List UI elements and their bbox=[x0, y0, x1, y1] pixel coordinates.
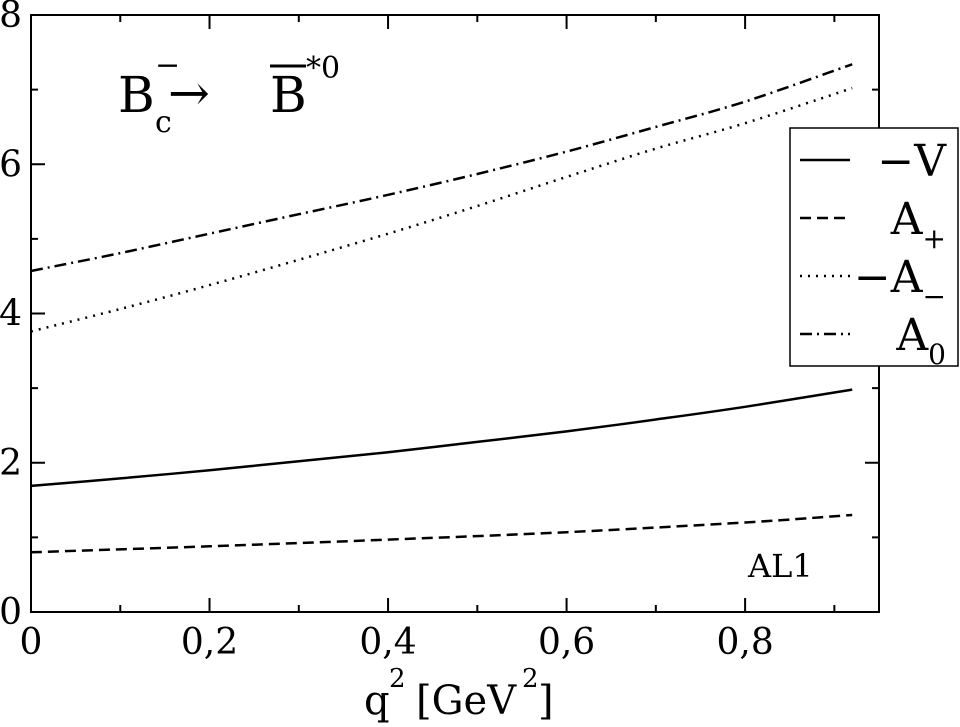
x-axis-label: q 2 [GeV 2 ] bbox=[364, 664, 554, 724]
legend: −VA+−A−A0 bbox=[789, 127, 959, 371]
annotation-B: B bbox=[118, 66, 155, 124]
annotation-sup-minus: − bbox=[155, 48, 180, 83]
model-label: AL1 bbox=[747, 547, 813, 585]
x-tick-label: 0,6 bbox=[538, 622, 595, 663]
x-tick-label: 0,2 bbox=[181, 622, 238, 663]
y-tick-label: 8 bbox=[0, 0, 22, 36]
annotation-sup-star0: *0 bbox=[306, 51, 340, 86]
x-tick-label: 0,4 bbox=[359, 622, 416, 663]
series-line bbox=[30, 86, 853, 333]
axis-ticks: 0 0,2 0,4 0,6 0,8 0 2 4 6 8 bbox=[0, 0, 879, 663]
series-lines bbox=[30, 63, 853, 554]
y-tick-label: 0 bbox=[0, 592, 22, 633]
annotation-sub-c: c bbox=[155, 105, 172, 140]
y-tick-label: 2 bbox=[0, 443, 22, 484]
series-line bbox=[30, 513, 853, 554]
process-annotation: B c − → B *0 bbox=[118, 48, 340, 140]
series-line bbox=[30, 63, 853, 273]
xlabel-sup2: 2 bbox=[522, 664, 539, 694]
y-tick-label: 4 bbox=[0, 294, 22, 335]
legend-label: −V bbox=[877, 136, 947, 187]
xlabel-sup1: 2 bbox=[389, 664, 406, 694]
series-line bbox=[30, 388, 853, 488]
annotation-arrow: → bbox=[168, 64, 210, 122]
xlabel-close: ] bbox=[538, 678, 554, 724]
x-tick-label: 0,8 bbox=[716, 622, 773, 663]
legend-box bbox=[789, 127, 959, 367]
x-tick-label: 0 bbox=[20, 622, 43, 663]
xlabel-q: q bbox=[364, 678, 390, 724]
legend-label: A0 bbox=[895, 310, 946, 371]
xlabel-unit: [GeV bbox=[416, 678, 517, 724]
annotation-Bbar: B bbox=[270, 66, 307, 124]
y-tick-label: 6 bbox=[0, 144, 22, 185]
